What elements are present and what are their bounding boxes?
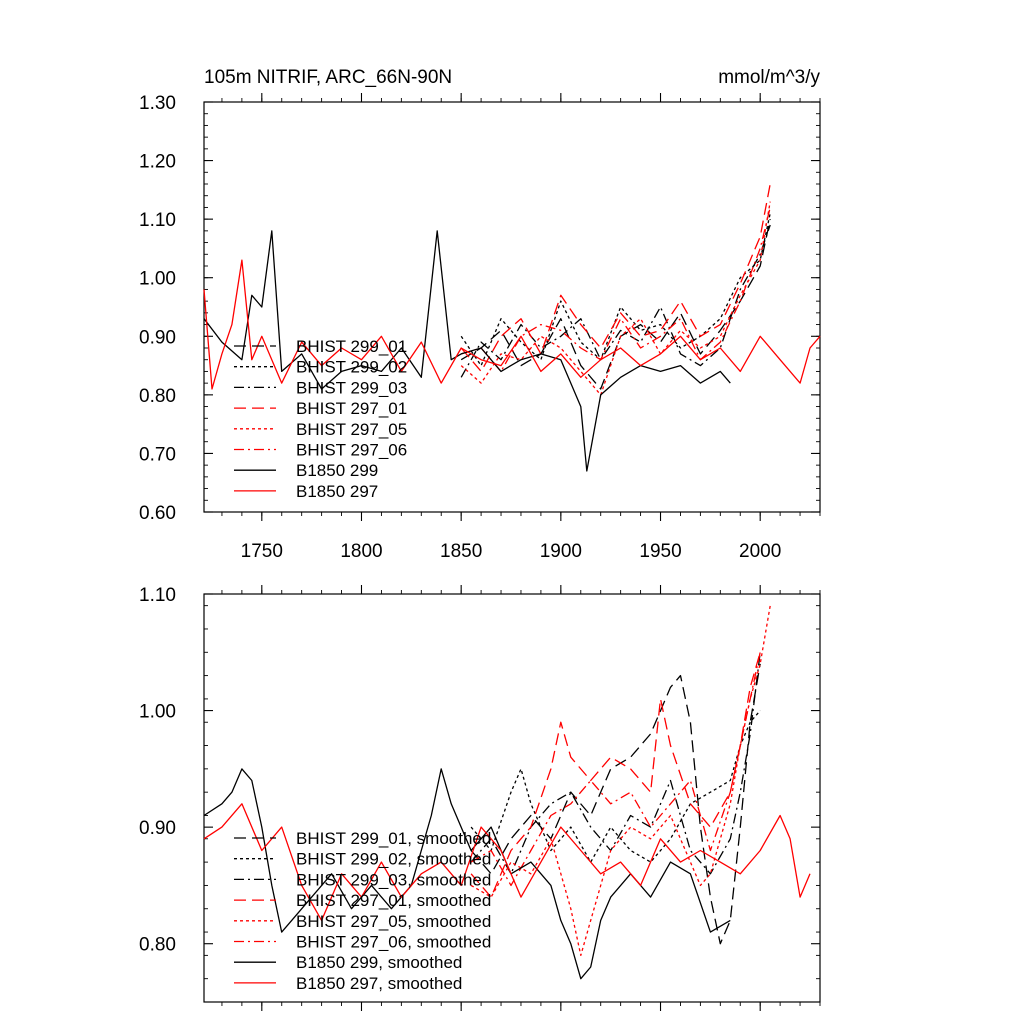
series-line-bhist-297-06	[461, 207, 771, 373]
y-tick-label: 1.00	[139, 702, 176, 723]
bottom-series-lines	[203, 605, 811, 980]
bottom-legend: BHIST 299_01, smoothed BHIST 299_02, smoo…	[234, 829, 491, 993]
bottom-axis-ticks: 0.80 0.90 1.00 1.10	[139, 585, 821, 1011]
legend-label: BHIST 299_02	[296, 358, 407, 377]
legend-label: B1850 299, smoothed	[296, 953, 462, 972]
series-line-bhist-299-02-smoothed	[470, 710, 761, 863]
y-tick-label: 1.30	[139, 93, 176, 114]
legend-label: BHIST 297_06, smoothed	[296, 933, 491, 952]
legend-label: BHIST 299_03	[296, 378, 407, 397]
top-series-lines	[203, 183, 821, 472]
y-tick-label: 0.90	[139, 327, 176, 348]
legend-label: BHIST 299_03, smoothed	[296, 870, 491, 889]
series-line-bhist-299-03	[460, 224, 771, 378]
series-line-bhist-299-01	[460, 218, 771, 390]
y-tick-label: 0.90	[139, 818, 176, 839]
legend-label: BHIST 297_05, smoothed	[296, 912, 491, 931]
x-tick-label: 1950	[639, 541, 681, 562]
bottom-plot-frame	[203, 593, 821, 1003]
series-line-bhist-299-03-smoothed	[470, 652, 761, 875]
series-line-bhist-297-01	[460, 183, 771, 373]
bottom-panel: 0.800.901.001.10 BHIST 299_01, smoothedB…	[139, 585, 821, 1011]
chart-title: 105m NITRIF, ARC_66N-90N	[204, 67, 452, 88]
legend-label: BHIST 299_01, smoothed	[296, 829, 491, 848]
x-tick-label: 1900	[540, 541, 582, 562]
x-tick-label: 1750	[241, 541, 283, 562]
legend-label: BHIST 297_06	[296, 441, 407, 460]
y-tick-label: 0.80	[139, 386, 176, 407]
x-tick-label: 1850	[440, 541, 482, 562]
top-axis-ticks: 0.60 0.70 0.80 0.90 1.00 1.10 1.20 1.30 1750 1800…	[139, 93, 821, 562]
series-line-bhist-297-05-smoothed	[470, 605, 771, 957]
series-line-bhist-297-01-smoothed	[470, 652, 761, 898]
legend-label: B1850 299	[296, 461, 378, 480]
legend-label: B1850 297	[296, 482, 378, 501]
y-tick-label: 1.10	[139, 210, 176, 231]
legend-label: BHIST 297_01	[296, 399, 407, 418]
y-tick-label: 1.10	[139, 585, 176, 606]
units-label: mmol/m^3/y	[718, 67, 820, 88]
series-line-bhist-297-06-smoothed	[470, 652, 761, 887]
series-line-b1850-299-smoothed	[203, 768, 731, 980]
series-line-bhist-299-02	[460, 213, 771, 367]
legend-label: BHIST 297_01, smoothed	[296, 891, 491, 910]
series-line-bhist-299-01-smoothed	[470, 663, 761, 945]
x-tick-label: 2000	[739, 541, 781, 562]
series-line-bhist-297-05	[460, 201, 771, 396]
legend-label: BHIST 299_02, smoothed	[296, 850, 491, 869]
y-tick-label: 0.70	[139, 444, 176, 465]
top-plot-frame	[203, 101, 821, 513]
legend-label: B1850 297, smoothed	[296, 974, 462, 993]
y-tick-label: 1.00	[139, 269, 176, 290]
x-tick-label: 1800	[340, 541, 382, 562]
y-tick-label: 0.60	[139, 503, 176, 524]
y-tick-label: 1.20	[139, 152, 176, 173]
y-tick-label: 0.80	[139, 935, 176, 956]
top-panel: 0.60 0.70 0.80 0.90 1.00 1.10 1.20 1.30 1750 1800…	[139, 93, 821, 562]
legend-label: BHIST 299_01	[296, 337, 407, 356]
series-line-b1850-297-smoothed	[203, 803, 811, 922]
legend-label: BHIST 297_05	[296, 420, 407, 439]
series-line-b1850-297	[203, 259, 821, 390]
